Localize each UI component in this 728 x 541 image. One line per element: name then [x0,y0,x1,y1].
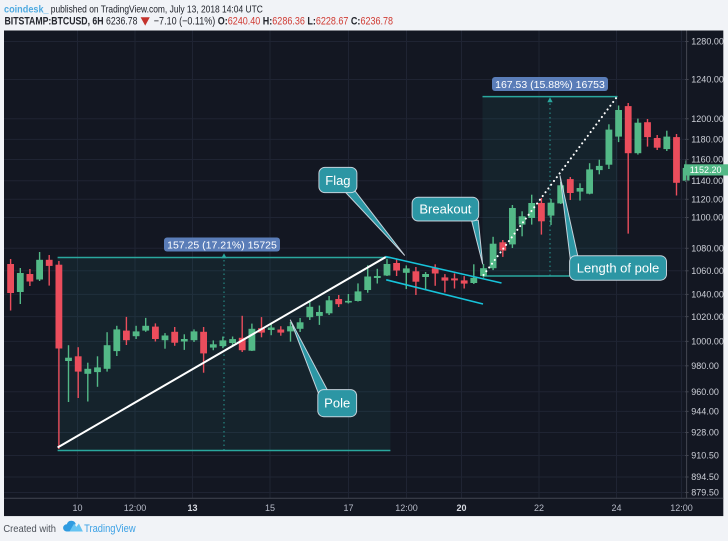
svg-text:1100.00: 1100.00 [691,213,723,223]
svg-text:10: 10 [72,503,82,513]
svg-text:13: 13 [187,503,197,513]
svg-text:22: 22 [534,503,544,513]
svg-text:960.00: 960.00 [691,387,719,397]
svg-text:1120.00: 1120.00 [691,195,723,205]
svg-text:1140.00: 1140.00 [691,176,723,186]
svg-text:17: 17 [343,503,353,513]
svg-text:20: 20 [456,503,466,513]
svg-text:Flag: Flag [325,173,350,188]
svg-text:167.53 (15.88%) 16753: 167.53 (15.88%) 16753 [495,79,605,91]
svg-text:1040.00: 1040.00 [691,290,724,300]
svg-text:12:00: 12:00 [124,503,147,513]
svg-text:TradingView: TradingView [84,523,136,535]
svg-text:1000.00: 1000.00 [691,337,724,347]
svg-text:910.50: 910.50 [691,451,719,461]
svg-text:Length of pole: Length of pole [577,260,659,275]
svg-text:1200.00: 1200.00 [691,114,724,124]
svg-text:1020.00: 1020.00 [691,312,724,322]
svg-text:1060.00: 1060.00 [691,266,724,276]
svg-text:published on TradingView.com,: published on TradingView.com, July 13, 2… [51,3,263,15]
svg-text:980.00: 980.00 [691,361,719,371]
svg-text:1152.20: 1152.20 [690,165,722,175]
svg-text:1240.00: 1240.00 [691,75,724,85]
svg-text:928.00: 928.00 [691,428,719,438]
svg-text:15: 15 [265,503,275,513]
svg-text:Breakout: Breakout [419,202,471,217]
svg-text:894.50: 894.50 [691,472,719,482]
svg-text:879.50: 879.50 [691,488,719,498]
svg-text:BITSTAMP:BTCUSD, 6H 6236.78: BITSTAMP:BTCUSD, 6H 6236.78 [5,15,138,27]
svg-text:−7.10 (−0.11%) O:6240.40 H:628: −7.10 (−0.11%) O:6240.40 H:6286.36 L:622… [154,15,393,27]
svg-text:12:00: 12:00 [395,503,418,513]
svg-text:Created with: Created with [3,523,56,535]
svg-text:1160.00: 1160.00 [691,155,723,165]
svg-text:12:00: 12:00 [670,503,693,513]
svg-text:24: 24 [611,503,621,513]
svg-text:1080.00: 1080.00 [691,244,724,254]
svg-text:Pole: Pole [324,396,350,411]
svg-text:944.00: 944.00 [691,407,719,417]
svg-text:coindesk_: coindesk_ [4,3,49,15]
svg-text:157.25 (17.21%) 15725: 157.25 (17.21%) 15725 [167,239,277,251]
svg-text:1180.00: 1180.00 [691,135,723,145]
svg-text:1280.00: 1280.00 [691,37,724,47]
